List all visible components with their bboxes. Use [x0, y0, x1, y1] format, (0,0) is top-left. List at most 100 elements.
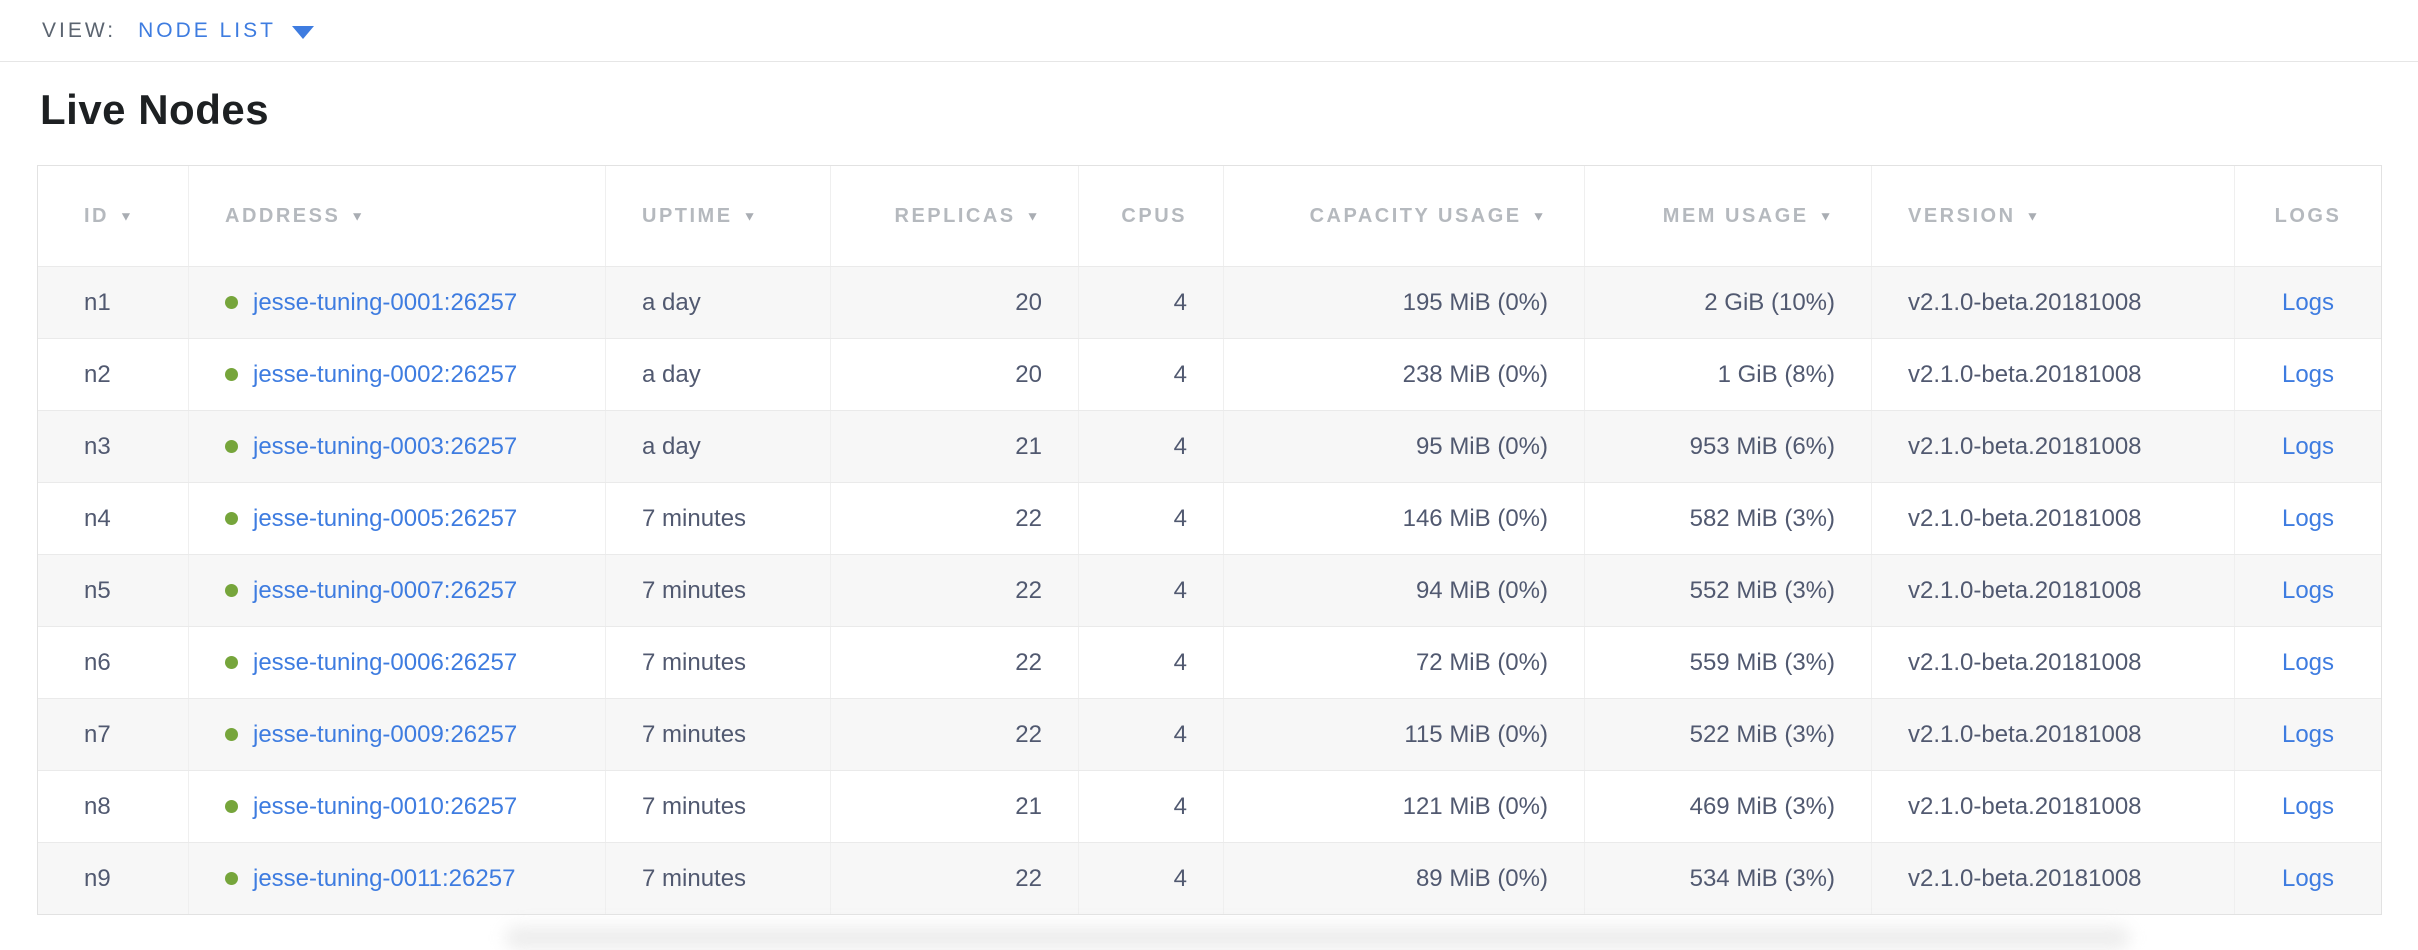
capacity-usage-cell: 95 MiB (0%) [1224, 411, 1585, 482]
table-row: n1 jesse-tuning-0001:26257 a day 20 4 19… [38, 266, 2381, 338]
node-address-link[interactable]: jesse-tuning-0005:26257 [253, 504, 518, 532]
replicas-cell: 22 [831, 699, 1079, 770]
sort-desc-icon: ▼ [742, 208, 759, 224]
replicas-cell: 21 [831, 411, 1079, 482]
replicas-cell: 22 [831, 843, 1079, 914]
uptime-cell: 7 minutes [606, 555, 831, 626]
logs-link[interactable]: Logs [2281, 504, 2335, 532]
replicas-cell: 22 [831, 555, 1079, 626]
capacity-usage-cell: 94 MiB (0%) [1224, 555, 1585, 626]
version-cell: v2.1.0-beta.20181008 [1872, 555, 2235, 626]
view-selector-dropdown[interactable]: NODE LIST [138, 19, 314, 43]
version-cell: v2.1.0-beta.20181008 [1872, 699, 2235, 770]
logs-link[interactable]: Logs [2281, 792, 2335, 820]
live-status-icon [225, 872, 238, 885]
logs-link[interactable]: Logs [2281, 360, 2335, 388]
logs-link[interactable]: Logs [2281, 720, 2335, 748]
page-title: Live Nodes [40, 86, 270, 133]
live-status-icon [225, 800, 238, 813]
mem-usage-cell: 522 MiB (3%) [1585, 699, 1872, 770]
version-cell: v2.1.0-beta.20181008 [1872, 843, 2235, 914]
node-address-cell: jesse-tuning-0010:26257 [189, 771, 606, 842]
table-row: n3 jesse-tuning-0003:26257 a day 21 4 95… [38, 410, 2381, 482]
uptime-cell: a day [606, 411, 831, 482]
logs-cell: Logs [2235, 771, 2381, 842]
chevron-down-icon [291, 25, 314, 39]
replicas-cell: 21 [831, 771, 1079, 842]
logs-cell: Logs [2235, 483, 2381, 554]
column-header-capacity-usage[interactable]: CAPACITY USAGE ▼ [1224, 166, 1585, 266]
column-header-address[interactable]: ADDRESS ▼ [189, 166, 606, 266]
mem-usage-cell: 582 MiB (3%) [1585, 483, 1872, 554]
logs-link[interactable]: Logs [2281, 648, 2335, 676]
uptime-cell: a day [606, 267, 831, 338]
cpus-cell: 4 [1079, 771, 1224, 842]
live-status-icon [225, 728, 238, 741]
sort-desc-icon: ▼ [350, 208, 367, 224]
node-address-cell: jesse-tuning-0003:26257 [189, 411, 606, 482]
uptime-cell: 7 minutes [606, 771, 831, 842]
live-status-icon [225, 440, 238, 453]
capacity-usage-cell: 89 MiB (0%) [1224, 843, 1585, 914]
table-row: n4 jesse-tuning-0005:26257 7 minutes 22 … [38, 482, 2381, 554]
logs-link[interactable]: Logs [2281, 864, 2335, 892]
cpus-cell: 4 [1079, 267, 1224, 338]
view-bar: VIEW: NODE LIST [0, 0, 2418, 62]
logs-cell: Logs [2235, 555, 2381, 626]
uptime-cell: 7 minutes [606, 627, 831, 698]
version-cell: v2.1.0-beta.20181008 [1872, 267, 2235, 338]
column-header-replicas[interactable]: REPLICAS ▼ [831, 166, 1079, 266]
logs-link[interactable]: Logs [2281, 288, 2335, 316]
below-content-shadow [505, 926, 2130, 950]
logs-cell: Logs [2235, 411, 2381, 482]
replicas-cell: 22 [831, 483, 1079, 554]
node-id-cell: n8 [38, 771, 189, 842]
node-address-link[interactable]: jesse-tuning-0001:26257 [253, 288, 518, 316]
table-row: n9 jesse-tuning-0011:26257 7 minutes 22 … [38, 842, 2381, 914]
node-address-link[interactable]: jesse-tuning-0003:26257 [253, 432, 518, 460]
node-address-cell: jesse-tuning-0007:26257 [189, 555, 606, 626]
live-status-icon [225, 296, 238, 309]
mem-usage-cell: 2 GiB (10%) [1585, 267, 1872, 338]
node-address-link[interactable]: jesse-tuning-0011:26257 [253, 864, 516, 892]
node-address-link[interactable]: jesse-tuning-0009:26257 [253, 720, 518, 748]
table-row: n5 jesse-tuning-0007:26257 7 minutes 22 … [38, 554, 2381, 626]
table-header: ID ▼ ADDRESS ▼ UPTIME ▼ REPLICAS ▼ CPUS … [38, 166, 2381, 266]
node-address-link[interactable]: jesse-tuning-0007:26257 [253, 576, 518, 604]
node-address-link[interactable]: jesse-tuning-0002:26257 [253, 360, 518, 388]
uptime-cell: 7 minutes [606, 699, 831, 770]
cpus-cell: 4 [1079, 411, 1224, 482]
sort-desc-icon: ▼ [1025, 208, 1042, 224]
node-address-link[interactable]: jesse-tuning-0010:26257 [253, 792, 518, 820]
node-address-cell: jesse-tuning-0006:26257 [189, 627, 606, 698]
cpus-cell: 4 [1079, 555, 1224, 626]
logs-cell: Logs [2235, 267, 2381, 338]
mem-usage-cell: 552 MiB (3%) [1585, 555, 1872, 626]
capacity-usage-cell: 238 MiB (0%) [1224, 339, 1585, 410]
replicas-cell: 20 [831, 339, 1079, 410]
logs-link[interactable]: Logs [2281, 432, 2335, 460]
live-status-icon [225, 512, 238, 525]
logs-cell: Logs [2235, 339, 2381, 410]
column-header-logs: LOGS [2274, 204, 2342, 227]
cpus-cell: 4 [1079, 483, 1224, 554]
table-row: n7 jesse-tuning-0009:26257 7 minutes 22 … [38, 698, 2381, 770]
version-cell: v2.1.0-beta.20181008 [1872, 483, 2235, 554]
live-status-icon [225, 368, 238, 381]
node-address-link[interactable]: jesse-tuning-0006:26257 [253, 648, 518, 676]
version-cell: v2.1.0-beta.20181008 [1872, 411, 2235, 482]
capacity-usage-cell: 195 MiB (0%) [1224, 267, 1585, 338]
column-header-id[interactable]: ID ▼ [38, 166, 189, 266]
column-header-uptime[interactable]: UPTIME ▼ [606, 166, 831, 266]
column-header-mem-usage[interactable]: MEM USAGE ▼ [1585, 166, 1872, 266]
column-header-version[interactable]: VERSION ▼ [1872, 166, 2235, 266]
node-id-cell: n6 [38, 627, 189, 698]
logs-link[interactable]: Logs [2281, 576, 2335, 604]
logs-cell: Logs [2235, 699, 2381, 770]
node-address-cell: jesse-tuning-0001:26257 [189, 267, 606, 338]
node-address-cell: jesse-tuning-0009:26257 [189, 699, 606, 770]
cpus-cell: 4 [1079, 339, 1224, 410]
table-body: n1 jesse-tuning-0001:26257 a day 20 4 19… [38, 266, 2381, 914]
node-id-cell: n9 [38, 843, 189, 914]
sort-desc-icon: ▼ [1531, 208, 1548, 224]
